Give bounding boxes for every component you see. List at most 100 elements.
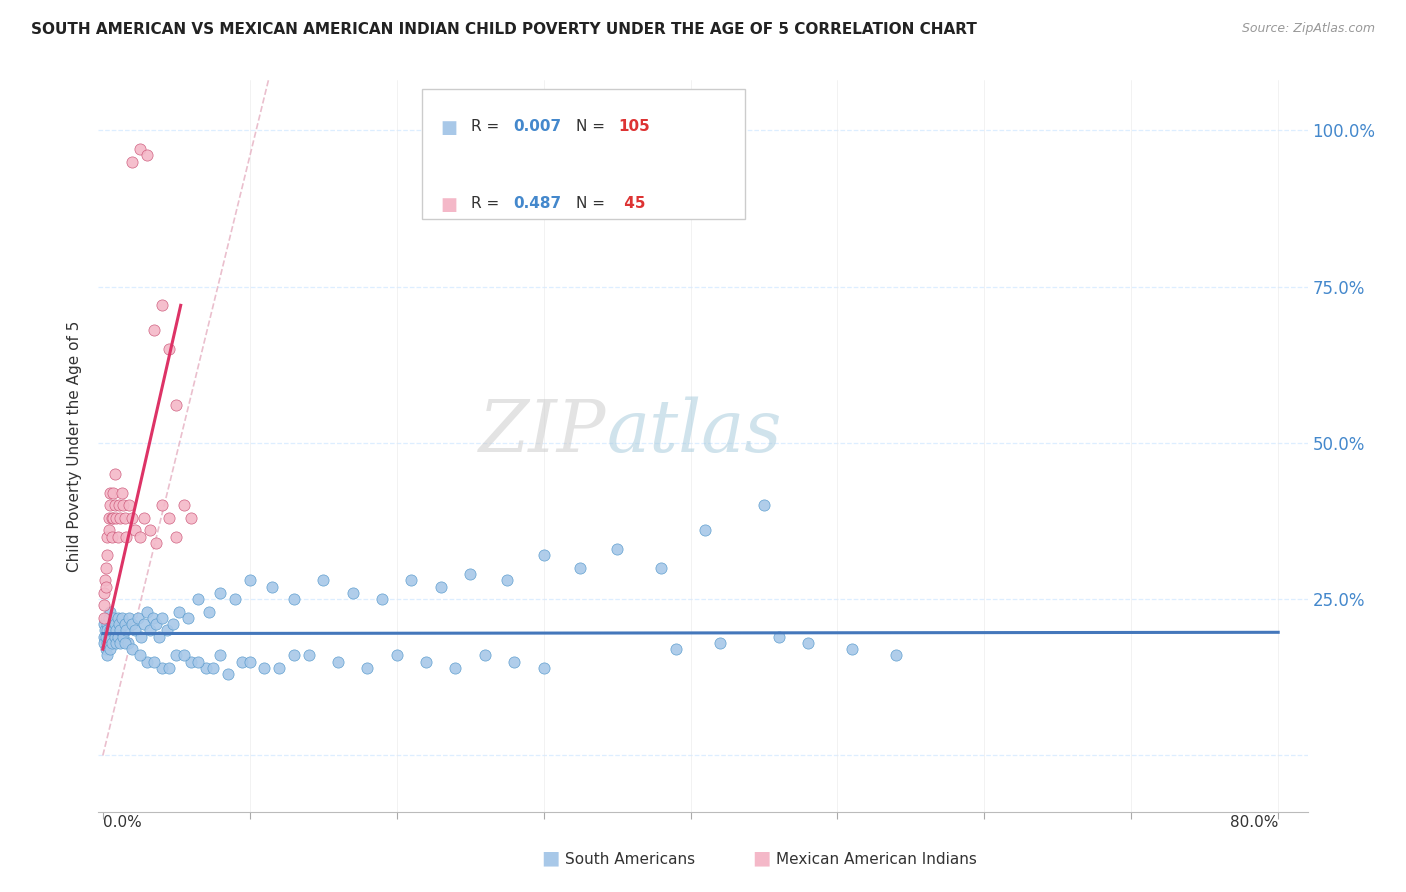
Point (115, 530, 138, 544)
Text: R =: R = (471, 119, 499, 134)
Point (128, 530, 150, 544)
Point (121, 642, 143, 657)
Point (97, 611, 120, 625)
Point (94, 624, 117, 638)
Point (143, 323, 166, 337)
Point (107, 611, 129, 625)
Point (356, 661, 378, 675)
Point (108, 499, 131, 513)
Point (121, 617, 143, 632)
Text: Mexican American Indians: Mexican American Indians (776, 852, 977, 867)
Y-axis label: Child Poverty Under the Age of 5: Child Poverty Under the Age of 5 (67, 320, 83, 572)
Point (162, 617, 184, 632)
Point (112, 499, 135, 513)
Point (180, 511, 202, 525)
Point (132, 511, 155, 525)
Point (117, 636, 139, 650)
Point (415, 655, 437, 669)
Point (458, 567, 481, 582)
Point (401, 574, 423, 588)
Point (135, 148, 157, 162)
Point (96, 636, 118, 650)
Point (209, 586, 232, 600)
Text: ■: ■ (752, 848, 770, 867)
Point (650, 561, 672, 575)
Point (100, 636, 122, 650)
Point (94, 580, 117, 594)
Point (533, 661, 555, 675)
Point (98, 499, 121, 513)
Text: ■: ■ (440, 196, 457, 214)
Point (145, 617, 167, 632)
Point (495, 574, 517, 588)
Point (768, 630, 790, 644)
Point (101, 624, 124, 638)
Text: 0.0%: 0.0% (103, 815, 142, 830)
Text: ■: ■ (440, 119, 457, 136)
Point (115, 624, 138, 638)
Point (98, 642, 121, 657)
Text: 80.0%: 80.0% (1230, 815, 1278, 830)
Point (312, 574, 335, 588)
Point (124, 524, 146, 538)
Point (187, 655, 209, 669)
Point (103, 617, 125, 632)
Point (180, 655, 202, 669)
Text: 45: 45 (619, 196, 645, 211)
Point (326, 655, 349, 669)
Text: 0.487: 0.487 (513, 196, 561, 211)
Point (135, 655, 157, 669)
Text: N =: N = (576, 119, 606, 134)
Point (108, 617, 131, 632)
Point (118, 499, 141, 513)
Point (197, 605, 219, 619)
Point (385, 648, 408, 663)
Point (110, 636, 132, 650)
Point (283, 592, 305, 607)
Point (606, 542, 628, 557)
Point (150, 661, 173, 675)
Point (93, 611, 115, 625)
Point (173, 499, 195, 513)
Point (150, 298, 173, 312)
Point (143, 655, 166, 669)
Point (150, 499, 173, 513)
Text: N =: N = (576, 196, 606, 211)
Point (114, 617, 136, 632)
Point (156, 624, 179, 638)
Point (97, 511, 120, 525)
Point (124, 624, 146, 638)
Point (94, 611, 117, 625)
Point (110, 511, 132, 525)
Point (101, 611, 124, 625)
Point (884, 648, 907, 663)
Point (114, 511, 136, 525)
Point (128, 142, 150, 156)
Point (101, 486, 124, 500)
Point (187, 592, 209, 607)
Point (165, 648, 187, 663)
Point (444, 661, 467, 675)
Point (96, 617, 118, 632)
Text: ■: ■ (541, 848, 560, 867)
Point (129, 630, 152, 644)
Text: ZIP: ZIP (479, 396, 606, 467)
Point (157, 661, 180, 675)
Point (157, 342, 180, 356)
Point (157, 511, 180, 525)
Point (94, 561, 117, 575)
Point (202, 661, 225, 675)
Point (127, 611, 149, 625)
Point (111, 486, 134, 500)
Point (98, 624, 121, 638)
Point (94, 630, 117, 644)
Point (139, 524, 162, 538)
Point (93, 617, 115, 632)
Point (269, 661, 291, 675)
Point (93, 636, 115, 650)
Point (94, 574, 117, 588)
Point (103, 630, 125, 644)
Text: 105: 105 (619, 119, 651, 134)
Point (148, 630, 170, 644)
Point (224, 592, 246, 607)
